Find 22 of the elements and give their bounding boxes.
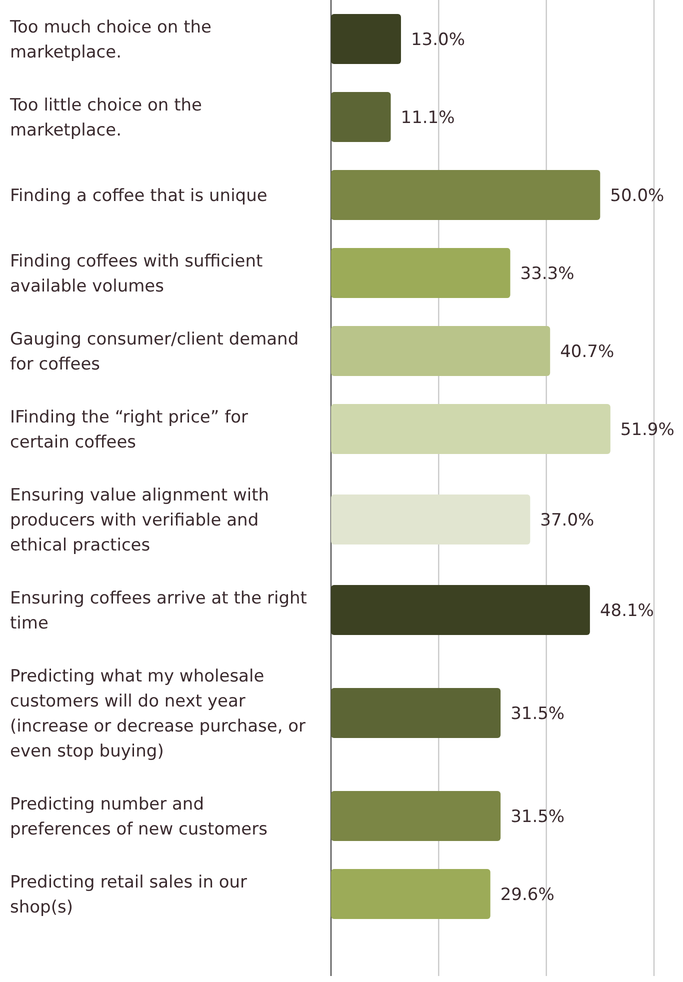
- y-tick-label: Gauging consumer/client demand for coffees: [10, 329, 299, 374]
- data-label: 33.3%: [520, 264, 574, 284]
- data-label: 29.6%: [500, 884, 554, 905]
- y-tick-label: Too little choice on the marketplace.: [9, 95, 202, 140]
- y-tick-label: Ensuring value alignment with producers with verifiable and ethical practices: [10, 485, 270, 556]
- data-label: 40.7%: [560, 342, 614, 362]
- data-label: 11.1%: [400, 108, 455, 128]
- y-tick-label: Finding a coffee that is unique: [10, 186, 268, 206]
- y-tick-label: Too much choice on the marketplace.: [9, 17, 212, 62]
- data-label: 48.1%: [600, 600, 654, 621]
- data-label: 31.5%: [510, 704, 565, 724]
- y-tick-label: IFinding the “right price” for certain coffees: [10, 407, 248, 452]
- data-label: 31.5%: [510, 806, 565, 827]
- y-tick-label: Predicting retail sales in our shop(s): [10, 872, 248, 918]
- data-label: 37.0%: [540, 510, 594, 530]
- y-tick-label: Finding coffees with sufficient available volumes: [10, 251, 263, 296]
- data-label: 13.0%: [410, 30, 465, 50]
- data-label: 50.0%: [610, 186, 664, 206]
- y-tick-label: Predicting number and preferences of new customers: [10, 794, 268, 840]
- y-tick-label: Predicting what my wholesale customers will do next year (increase or decrease purchase, or even stop buying): [10, 666, 306, 762]
- data-label: 51.9%: [620, 420, 674, 440]
- y-tick-label: Ensuring coffees arrive at the right time: [10, 588, 308, 634]
